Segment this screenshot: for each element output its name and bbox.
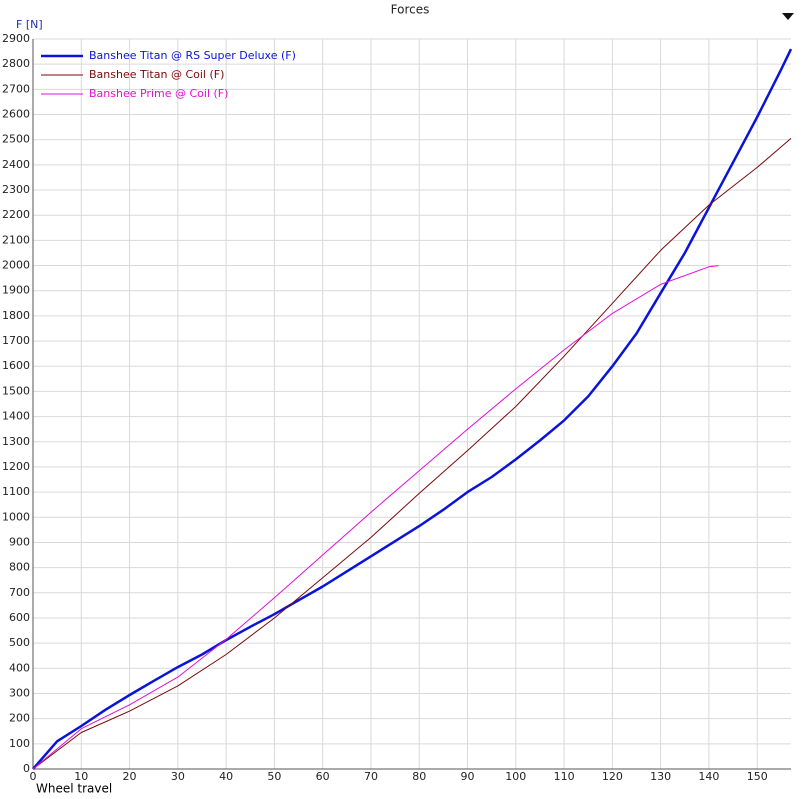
menu-button[interactable] [782, 13, 794, 20]
y-tick-label: 1800 [2, 309, 30, 322]
x-tick-label: 20 [123, 770, 137, 783]
legend-label: Banshee Prime @ Coil (F) [89, 87, 228, 100]
y-tick-label: 2300 [2, 183, 30, 196]
y-tick-label: 1900 [2, 284, 30, 297]
y-tick-label: 1000 [2, 510, 30, 523]
y-tick-label: 1400 [2, 410, 30, 423]
y-tick-label: 900 [9, 535, 30, 548]
y-tick-label: 2500 [2, 133, 30, 146]
y-tick-label: 0 [23, 762, 30, 775]
y-axis-label: F [N] [16, 18, 43, 31]
x-tick-label: 60 [316, 770, 330, 783]
y-tick-label: 500 [9, 636, 30, 649]
y-tick-label: 1600 [2, 359, 30, 372]
x-tick-label: 110 [554, 770, 575, 783]
legend-label: Banshee Titan @ RS Super Deluxe (F) [89, 49, 296, 62]
y-tick-label: 1300 [2, 435, 30, 448]
x-tick-label: 30 [171, 770, 185, 783]
y-tick-label: 2700 [2, 82, 30, 95]
y-tick-label: 2900 [2, 32, 30, 45]
y-tick-label: 2800 [2, 57, 30, 70]
y-tick-label: 100 [9, 737, 30, 750]
y-tick-label: 400 [9, 661, 30, 674]
x-tick-label: 50 [267, 770, 281, 783]
y-tick-label: 2100 [2, 233, 30, 246]
chart-title: Forces [391, 3, 430, 17]
x-tick-label: 90 [461, 770, 475, 783]
y-tick-label: 200 [9, 712, 30, 725]
y-tick-label: 700 [9, 586, 30, 599]
y-tick-label: 2400 [2, 158, 30, 171]
y-tick-label: 2600 [2, 108, 30, 121]
y-tick-label: 2000 [2, 259, 30, 272]
x-tick-label: 100 [505, 770, 526, 783]
y-tick-label: 300 [9, 686, 30, 699]
x-tick-label: 130 [650, 770, 671, 783]
x-tick-label: 120 [602, 770, 623, 783]
x-tick-label: 40 [219, 770, 233, 783]
x-tick-label: 70 [364, 770, 378, 783]
y-tick-label: 2200 [2, 208, 30, 221]
series-line [32, 138, 792, 770]
y-tick-label: 1100 [2, 485, 30, 498]
y-tick-label: 1700 [2, 334, 30, 347]
y-tick-label: 1200 [2, 460, 30, 473]
x-tick-label: 150 [747, 770, 768, 783]
y-tick-label: 600 [9, 611, 30, 624]
series-line [32, 48, 793, 770]
x-axis-label: Wheel travel [36, 782, 112, 796]
legend-label: Banshee Titan @ Coil (F) [89, 68, 224, 81]
y-tick-label: 1500 [2, 384, 30, 397]
x-tick-label: 80 [412, 770, 426, 783]
series-line [32, 265, 719, 770]
y-tick-label: 800 [9, 561, 30, 574]
x-tick-label: 0 [30, 770, 37, 783]
x-tick-label: 140 [698, 770, 719, 783]
x-tick-label: 10 [74, 770, 88, 783]
